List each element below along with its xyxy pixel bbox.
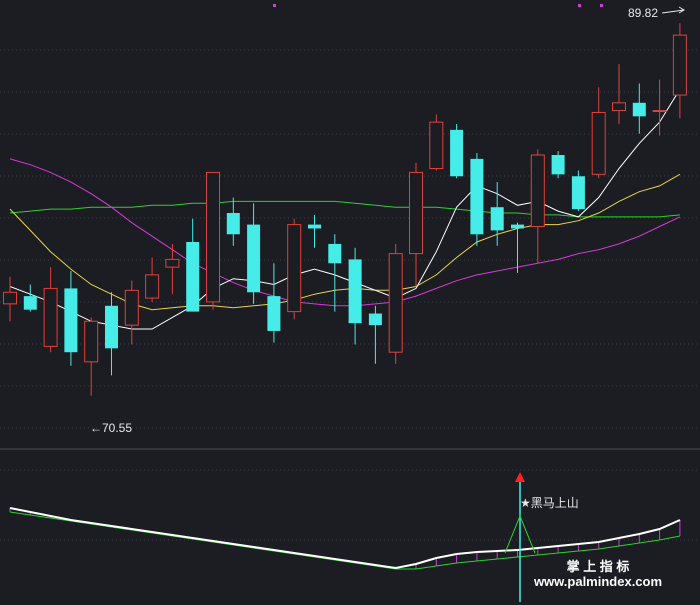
indicator-lines <box>9 507 681 570</box>
marker-dot <box>600 4 603 7</box>
candle-body <box>43 287 58 347</box>
candle-body <box>145 274 160 299</box>
candle-body <box>409 171 423 255</box>
ma-mid-line <box>9 173 681 311</box>
candle-body <box>571 176 585 210</box>
candle-up <box>672 23 687 119</box>
candle-down <box>348 247 362 345</box>
candle-up <box>388 243 403 364</box>
candle-down <box>368 305 382 364</box>
watermark-url: www.palmindex.com <box>533 574 662 589</box>
candlesticks <box>3 23 687 396</box>
candle-up <box>165 243 180 295</box>
candle-body <box>64 288 78 353</box>
candle-body <box>368 313 382 326</box>
candle-up <box>124 280 139 345</box>
candle-up <box>43 267 58 353</box>
candle-down <box>23 284 37 312</box>
candle-body <box>490 207 504 231</box>
candle-body <box>348 259 362 324</box>
candle-down <box>308 214 321 248</box>
candle-body <box>632 102 646 117</box>
candle-down <box>226 197 240 246</box>
candle-body <box>3 291 17 305</box>
candle-body <box>287 224 302 313</box>
candle-up <box>287 218 302 320</box>
candle-body <box>591 111 606 175</box>
candle-body <box>470 158 484 235</box>
candle-up <box>652 79 667 136</box>
candle-down <box>511 222 524 273</box>
candle-body <box>551 155 565 175</box>
candle-up <box>530 149 545 264</box>
ma-short-line <box>9 89 681 330</box>
marker-dot <box>578 4 581 7</box>
candle-up <box>206 171 220 310</box>
candle-up <box>591 87 606 179</box>
candle-down <box>450 124 464 179</box>
candle-down <box>247 203 261 304</box>
signal-marker <box>504 472 536 602</box>
candle-body <box>612 102 626 112</box>
high-price-label: 89.82 <box>628 6 658 20</box>
candle-down <box>105 292 118 376</box>
signal-up-arrow-icon <box>515 472 525 482</box>
candle-body <box>165 258 180 268</box>
candle-body <box>308 224 321 229</box>
candle-body <box>328 243 342 264</box>
candle-down <box>267 263 281 343</box>
candle-up <box>3 276 17 322</box>
ma-long-line <box>9 158 681 307</box>
candle-body <box>652 110 667 113</box>
signal-label: ★黑马上山 <box>520 496 579 510</box>
candle-down <box>328 234 342 312</box>
candle-body <box>267 296 281 331</box>
candle-down <box>571 170 585 212</box>
high-arrow-icon <box>661 6 685 14</box>
ma-xlong-line <box>9 200 680 218</box>
candle-body <box>124 289 139 326</box>
moving-average-lines <box>9 89 681 330</box>
candle-body <box>247 224 261 293</box>
candle-up <box>145 257 160 302</box>
candle-down <box>632 83 646 134</box>
low-price-label: ←70.55 <box>90 421 132 435</box>
candle-up <box>409 162 423 287</box>
candle-body <box>530 154 545 228</box>
candle-body <box>23 296 37 310</box>
candle-body <box>511 224 524 229</box>
candle-body <box>186 242 200 312</box>
candle-body <box>84 320 99 363</box>
candle-body <box>450 129 464 177</box>
candle-down <box>64 271 78 366</box>
candle-body <box>105 305 118 349</box>
top-markers <box>273 4 603 7</box>
candle-body <box>226 213 240 235</box>
marker-dot <box>273 4 276 7</box>
candle-body <box>672 34 687 96</box>
indicator-panel-grid <box>0 469 700 541</box>
candle-up <box>429 114 444 171</box>
indicator-white-line <box>9 507 681 570</box>
candle-down <box>551 151 565 179</box>
candle-down <box>470 153 484 246</box>
candle-body <box>388 253 403 353</box>
candle-body <box>206 171 220 303</box>
candle-body <box>429 121 444 170</box>
candle-down <box>490 182 504 246</box>
watermark-title: 掌 上 指 标 <box>567 559 630 574</box>
candle-up <box>84 317 99 396</box>
candle-down <box>186 218 200 312</box>
signal-peak-shape <box>504 514 536 554</box>
candle-up <box>612 64 626 125</box>
